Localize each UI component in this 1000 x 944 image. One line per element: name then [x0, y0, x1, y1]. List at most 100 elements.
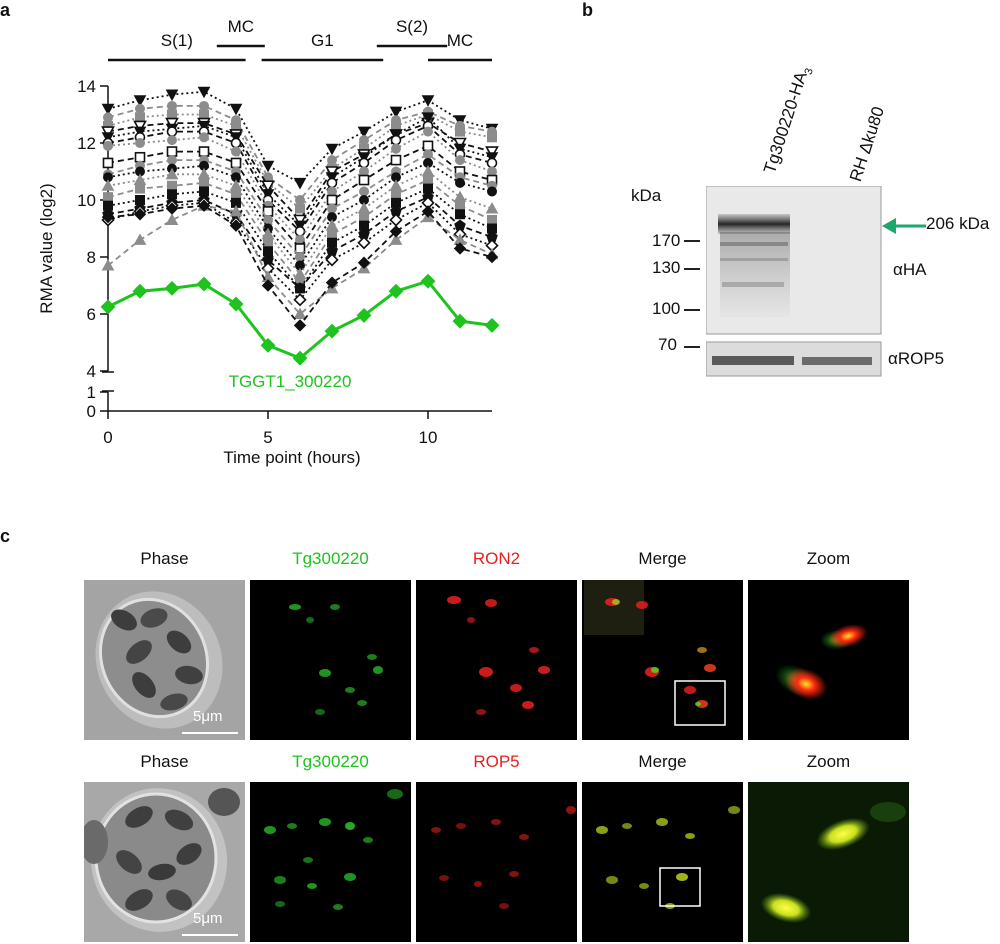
data-point: [166, 126, 178, 137]
data-point: [263, 237, 273, 248]
data-point: [135, 112, 145, 123]
data-point: [133, 233, 147, 245]
data-point: [327, 203, 337, 214]
phase-label: S(2): [396, 17, 428, 36]
data-point: [453, 190, 467, 203]
data-point: [358, 174, 370, 186]
phase-label: G1: [311, 31, 334, 50]
data-point: [164, 280, 180, 296]
data-point: [135, 103, 145, 114]
data-point: [327, 186, 337, 197]
y-tick-label: 12: [77, 134, 96, 153]
data-point: [231, 146, 241, 157]
blot-image: [706, 186, 882, 377]
green-channel-image: [250, 580, 411, 740]
marker-130: 130: [652, 258, 681, 277]
zoom-image: [748, 580, 909, 740]
data-point: [135, 138, 145, 148]
data-point: [167, 180, 177, 191]
phase-label: MC: [447, 31, 473, 50]
y-axis-label: RMA value (log2): [37, 183, 56, 313]
data-point: [357, 126, 371, 139]
phase-image: 5μm: [84, 580, 245, 740]
data-point: [199, 100, 209, 111]
data-point: [452, 313, 468, 329]
data-point: [196, 276, 212, 292]
data-point: [103, 140, 113, 151]
data-point: [167, 135, 177, 146]
marker-tick: [684, 240, 700, 242]
marker-170: 170: [652, 231, 681, 250]
data-point: [359, 135, 369, 146]
data-point: [423, 126, 433, 137]
merge-image: [582, 782, 743, 942]
panel-label-c: c: [0, 526, 11, 546]
panel-label-b: b: [582, 0, 593, 20]
header-red-channel: RON2: [472, 549, 521, 568]
data-point: [293, 319, 307, 332]
lane-label-1: Tg300220-HA3: [760, 66, 816, 176]
panel-label-a: a: [0, 0, 11, 20]
data-point: [324, 323, 340, 339]
data-point: [261, 160, 275, 173]
data-point: [356, 307, 372, 323]
marker-tick: [684, 346, 700, 348]
y-tick-label: 10: [77, 191, 96, 210]
data-point: [295, 203, 305, 214]
header-merge: Merge: [638, 549, 687, 568]
data-point: [261, 279, 275, 292]
data-point: [486, 157, 498, 169]
zoom-region-box: [674, 680, 726, 726]
data-point: [231, 120, 241, 131]
data-point: [165, 213, 179, 225]
data-point: [165, 167, 179, 180]
data-point: [455, 177, 465, 188]
data-point: [295, 195, 305, 205]
data-point: [455, 126, 465, 137]
phase-label: MC: [228, 17, 254, 36]
data-point: [485, 202, 499, 214]
header-zoom: Zoom: [806, 549, 851, 568]
data-point: [230, 157, 242, 169]
data-point: [421, 205, 435, 218]
data-point: [455, 155, 465, 166]
scale-bar: [182, 732, 238, 734]
scale-bar: [182, 934, 238, 936]
data-point: [199, 109, 209, 120]
data-point: [420, 273, 436, 289]
header-phase: Phase: [140, 752, 189, 771]
scale-bar-label: 5μm: [193, 910, 223, 927]
red-channel-image: [416, 782, 577, 942]
data-point: [199, 177, 209, 188]
marker-tick: [684, 309, 700, 311]
data-point: [101, 259, 115, 271]
x-axis-label: Time point (hours): [223, 448, 360, 467]
data-point: [327, 229, 337, 240]
data-point: [421, 112, 435, 124]
data-point: [260, 337, 276, 353]
data-point: [102, 157, 114, 169]
data-point: [133, 120, 147, 134]
data-point: [423, 175, 433, 186]
data-point: [389, 233, 403, 245]
header-green-channel: Tg300220: [292, 549, 369, 568]
data-point: [421, 164, 435, 177]
data-point: [325, 143, 339, 156]
data-point: [453, 137, 467, 151]
antibody-label-ha: αHA: [893, 260, 927, 279]
data-point: [389, 179, 403, 191]
data-point: [388, 283, 404, 299]
data-point: [167, 109, 177, 120]
data-point: [294, 226, 306, 237]
data-point: [455, 209, 465, 220]
antibody-label-rop5: αROP5: [888, 349, 945, 368]
data-point: [292, 350, 308, 366]
data-point: [327, 155, 337, 166]
data-point: [229, 103, 243, 116]
data-point: [167, 100, 177, 111]
data-point: [391, 189, 401, 200]
data-point: [358, 157, 370, 169]
data-point: [357, 236, 371, 250]
data-point: [359, 166, 369, 177]
data-point: [357, 256, 371, 269]
